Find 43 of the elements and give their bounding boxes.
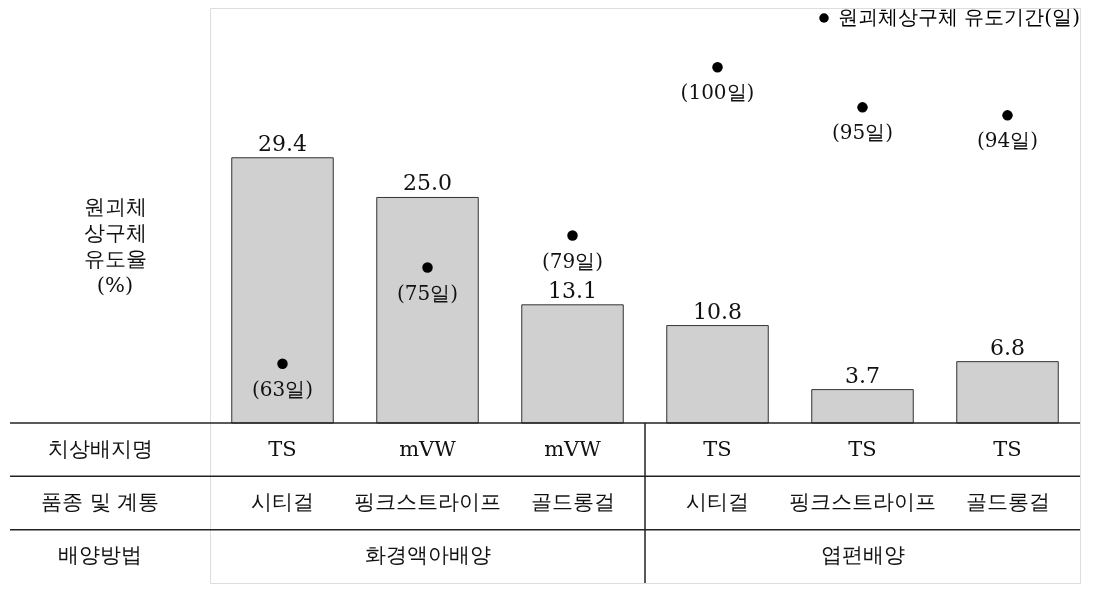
text: 치상배지명 bbox=[47, 436, 153, 461]
x-tick-label: TS bbox=[703, 436, 732, 461]
data-label: 6.8 bbox=[990, 334, 1025, 360]
text: 시티걸 bbox=[251, 490, 314, 514]
bar bbox=[521, 304, 624, 424]
text: 품종 및 계통 bbox=[40, 490, 160, 514]
x-tick-label: TS bbox=[993, 436, 1022, 461]
data-label: (75일) bbox=[396, 280, 459, 305]
y-axis-title: 원괴체 상구체 유도율 (%) bbox=[83, 195, 147, 297]
bar bbox=[811, 389, 914, 424]
data-label: (95일) bbox=[831, 120, 894, 145]
text: 골드롱걸 bbox=[530, 490, 615, 514]
data-label: 10.8 bbox=[693, 298, 742, 324]
x-tick-label: mVW bbox=[544, 436, 602, 461]
data-label: 13.1 bbox=[548, 277, 597, 303]
x-tick-label: TS bbox=[848, 436, 877, 461]
bar bbox=[231, 157, 334, 424]
data-label: (79일) bbox=[541, 248, 604, 273]
text: 엽편배양 bbox=[820, 543, 905, 568]
data-label: (100일) bbox=[680, 80, 755, 105]
text: 시티걸 bbox=[686, 490, 749, 514]
bar bbox=[956, 361, 1059, 424]
data-label: (94일) bbox=[976, 128, 1039, 153]
text: 핑크스트라이프 bbox=[354, 490, 501, 514]
text: 배양방법 bbox=[58, 543, 142, 568]
text: 골드롱걸 bbox=[965, 490, 1050, 514]
data-label: 29.4 bbox=[258, 130, 307, 156]
bar bbox=[376, 196, 479, 424]
point bbox=[857, 102, 868, 113]
data-label: 25.0 bbox=[403, 170, 452, 196]
data-label: (63일) bbox=[251, 376, 314, 401]
bar bbox=[666, 325, 769, 424]
text: 핑크스트라이프 bbox=[789, 490, 936, 514]
point bbox=[1002, 110, 1013, 121]
data-label: 3.7 bbox=[845, 362, 880, 388]
point bbox=[277, 358, 288, 369]
point bbox=[712, 62, 723, 73]
x-tick-label: TS bbox=[268, 436, 297, 461]
point bbox=[567, 230, 578, 241]
text: 화경액아배양 bbox=[364, 543, 491, 568]
legend-label: 원괴체상구체 유도기간(일) bbox=[838, 5, 1080, 29]
point bbox=[422, 262, 433, 273]
x-tick-label: mVW bbox=[399, 436, 457, 461]
